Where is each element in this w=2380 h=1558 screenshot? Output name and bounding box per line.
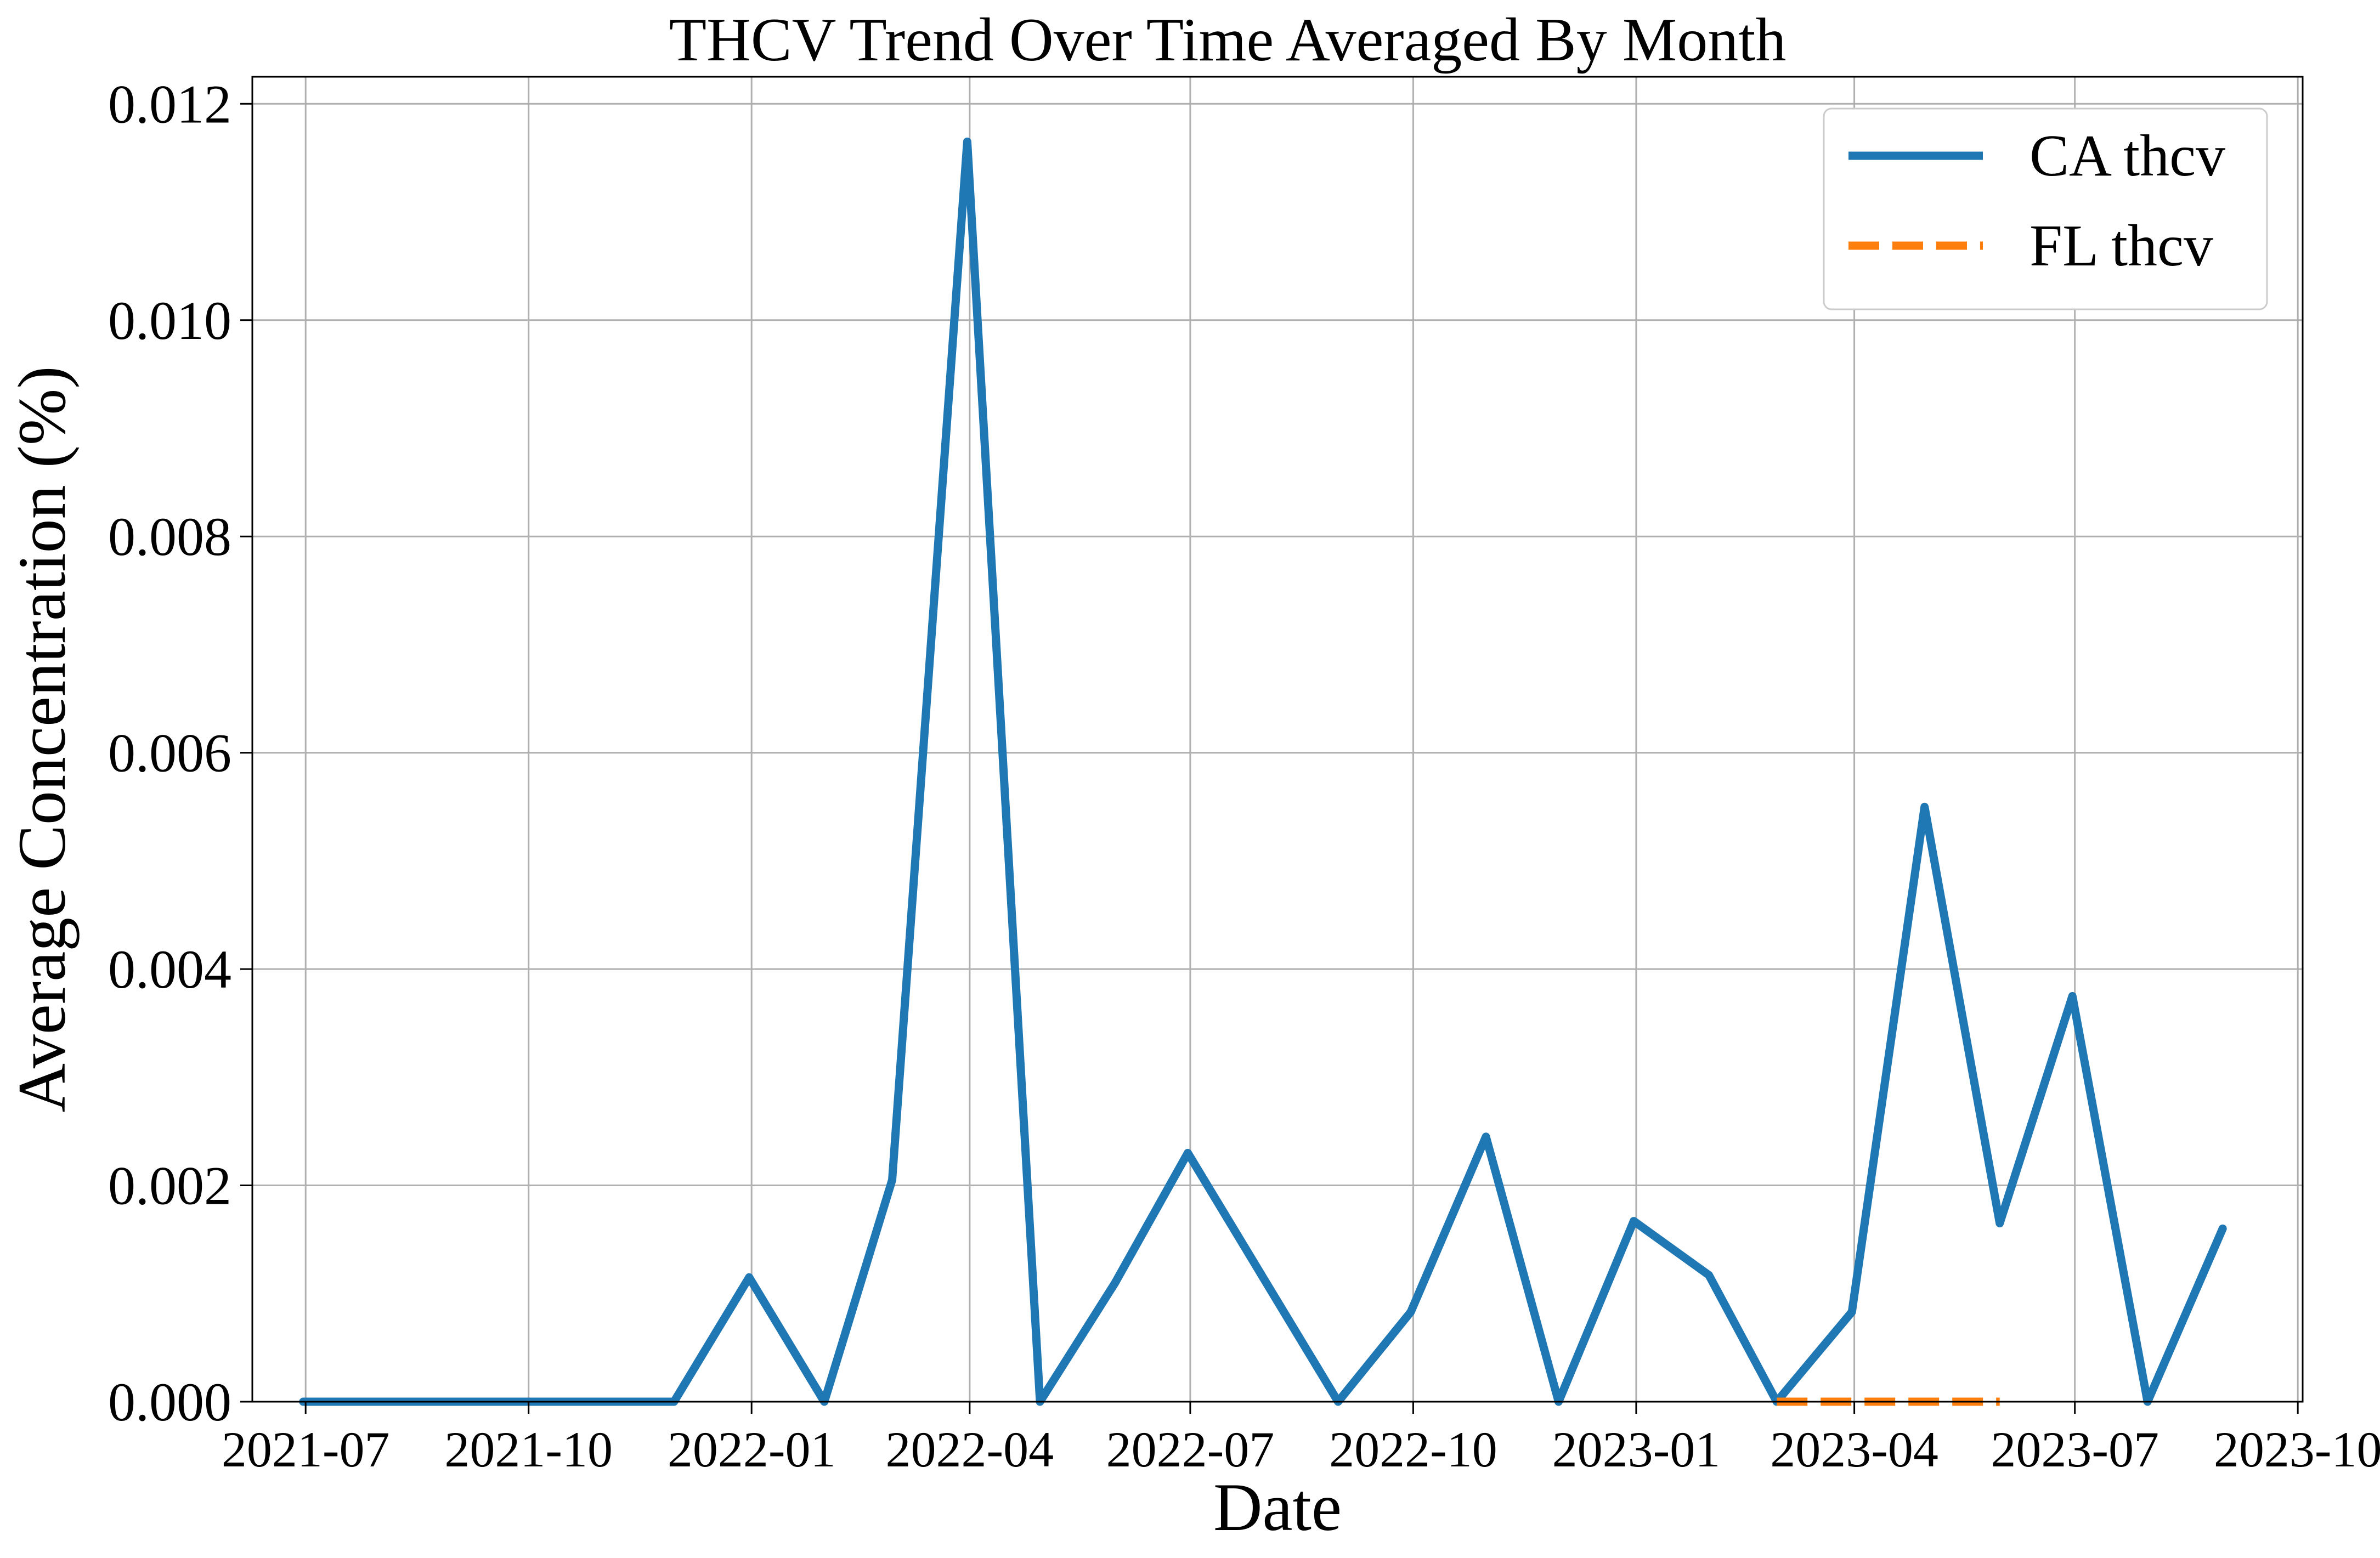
- y-tick-label: 0.006: [108, 723, 231, 784]
- axis-ticks: 2021-07 2021-10 2022-01 2022-04 2022-07 2022-…: [108, 73, 2380, 1477]
- data-point-ca: [2072, 995, 2073, 996]
- data-point-ca: [1633, 1221, 1635, 1222]
- x-tick-label: 2022-01: [668, 1421, 836, 1477]
- y-tick-label: 0.008: [108, 506, 231, 567]
- x-tick-label: 2022-10: [1329, 1421, 1497, 1477]
- legend-label-ca: CA thcv: [2029, 123, 2225, 189]
- y-tick-label: 0.000: [108, 1372, 231, 1432]
- x-tick-label: 2023-10: [2214, 1421, 2380, 1477]
- data-point-ca: [966, 141, 968, 142]
- data-point-ca: [1999, 1223, 2000, 1224]
- y-axis-label: Average Concentration (%): [4, 366, 80, 1112]
- x-tick-label: 2023-01: [1552, 1421, 1721, 1477]
- x-tick-label: 2023-07: [1991, 1421, 2159, 1477]
- chart-title: THCV Trend Over Time Averaged By Month: [669, 6, 1787, 74]
- x-tick-label: 2022-07: [1106, 1421, 1275, 1477]
- data-point-ca: [1924, 806, 1925, 807]
- data-point-ca: [1851, 1311, 1852, 1312]
- data-point-ca: [749, 1277, 750, 1278]
- y-tick-label: 0.010: [108, 290, 231, 351]
- data-point-ca: [1485, 1136, 1486, 1137]
- data-point-ca: [1188, 1152, 1189, 1153]
- x-tick-label: 2021-10: [444, 1421, 613, 1477]
- legend-label-fl: FL thcv: [2029, 213, 2213, 279]
- y-tick-label: 0.012: [108, 73, 231, 134]
- x-tick-label: 2021-07: [222, 1421, 390, 1477]
- x-tick-label: 2023-04: [1770, 1421, 1938, 1477]
- data-point-ca: [2222, 1228, 2223, 1229]
- plot-area-frame: [251, 76, 2304, 1403]
- x-axis-label: Date: [1213, 1470, 1342, 1545]
- data-point-ca: [1262, 1277, 1263, 1278]
- y-tick-label: 0.004: [108, 939, 231, 1000]
- data-point-ca: [891, 1180, 892, 1181]
- data-point-ca: [1410, 1311, 1411, 1312]
- legend: CA thcv FL thcv: [1823, 107, 2268, 310]
- data-point-ca: [1115, 1282, 1116, 1283]
- data-point-ca: [1708, 1274, 1709, 1276]
- y-tick-label: 0.002: [108, 1155, 231, 1216]
- x-tick-label: 2022-04: [886, 1421, 1054, 1477]
